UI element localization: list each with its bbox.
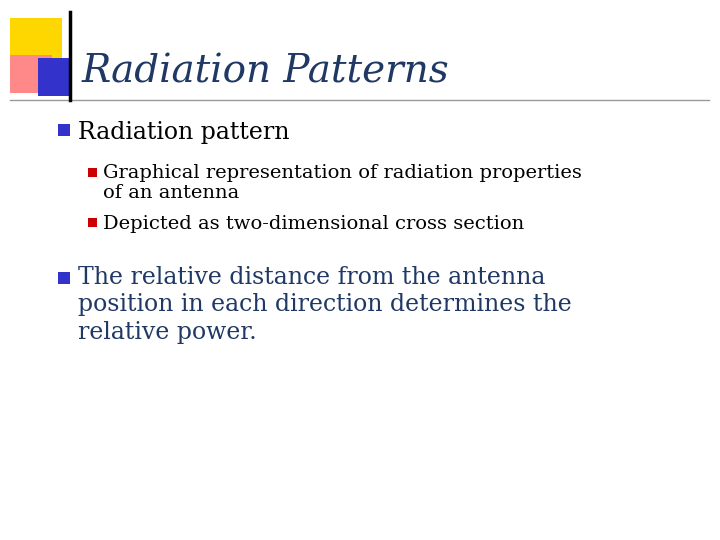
Text: The relative distance from the antenna: The relative distance from the antenna xyxy=(78,267,545,289)
Text: Radiation Patterns: Radiation Patterns xyxy=(82,53,450,91)
Bar xyxy=(58,272,70,284)
Bar xyxy=(38,58,70,96)
Text: position in each direction determines the: position in each direction determines th… xyxy=(78,294,572,316)
Text: of an antenna: of an antenna xyxy=(103,184,239,202)
Bar xyxy=(88,218,97,227)
Bar xyxy=(58,124,70,136)
Text: Graphical representation of radiation properties: Graphical representation of radiation pr… xyxy=(103,164,582,182)
Text: Radiation pattern: Radiation pattern xyxy=(78,120,289,144)
Bar xyxy=(88,168,97,177)
Bar xyxy=(10,55,52,93)
Bar xyxy=(10,18,62,70)
Text: relative power.: relative power. xyxy=(78,321,256,343)
Text: Depicted as two-dimensional cross section: Depicted as two-dimensional cross sectio… xyxy=(103,215,524,233)
